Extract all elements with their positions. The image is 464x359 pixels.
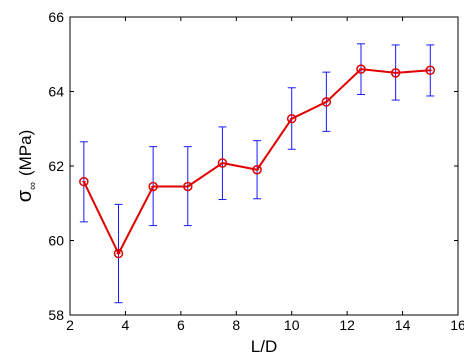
y-tick-label: 58	[48, 307, 64, 323]
data-point	[425, 65, 436, 76]
x-tick-label: 12	[339, 317, 355, 333]
x-tick-label: 2	[66, 317, 74, 333]
y-tick-label: 60	[48, 233, 64, 249]
data-point	[286, 113, 297, 124]
data-point	[321, 97, 332, 107]
data-point	[217, 158, 228, 168]
y-tick-label: 62	[48, 158, 64, 174]
x-axis-ticks: 2 4 6 8 10 12 14 16	[66, 17, 464, 333]
y-axis-ticks: 58 60 62 64 66	[48, 9, 458, 323]
y-axis-label: σ∞ (MPa)	[14, 130, 39, 202]
y-axis-label-symbol: σ	[14, 189, 36, 202]
x-tick-label: 16	[450, 317, 464, 333]
x-tick-label: 8	[232, 317, 240, 333]
axes	[69, 16, 459, 316]
plot-frame	[69, 16, 459, 316]
data-point	[390, 68, 401, 78]
data-point	[113, 248, 124, 259]
y-axis-label-unit: (MPa)	[16, 130, 35, 176]
data-point	[356, 64, 366, 74]
y-tick-label: 66	[48, 9, 64, 25]
x-axis-label: L/D	[251, 337, 277, 356]
x-tick-label: 4	[122, 317, 130, 333]
data-point	[252, 164, 262, 175]
data-markers	[79, 64, 436, 259]
data-point	[148, 181, 158, 192]
data-point	[183, 181, 193, 192]
x-tick-label: 10	[284, 317, 300, 333]
y-tick-label: 64	[48, 84, 64, 100]
data-point	[79, 176, 89, 187]
x-tick-label: 6	[177, 317, 185, 333]
x-tick-label: 14	[395, 317, 411, 333]
y-axis-label-subscript: ∞	[27, 182, 39, 190]
